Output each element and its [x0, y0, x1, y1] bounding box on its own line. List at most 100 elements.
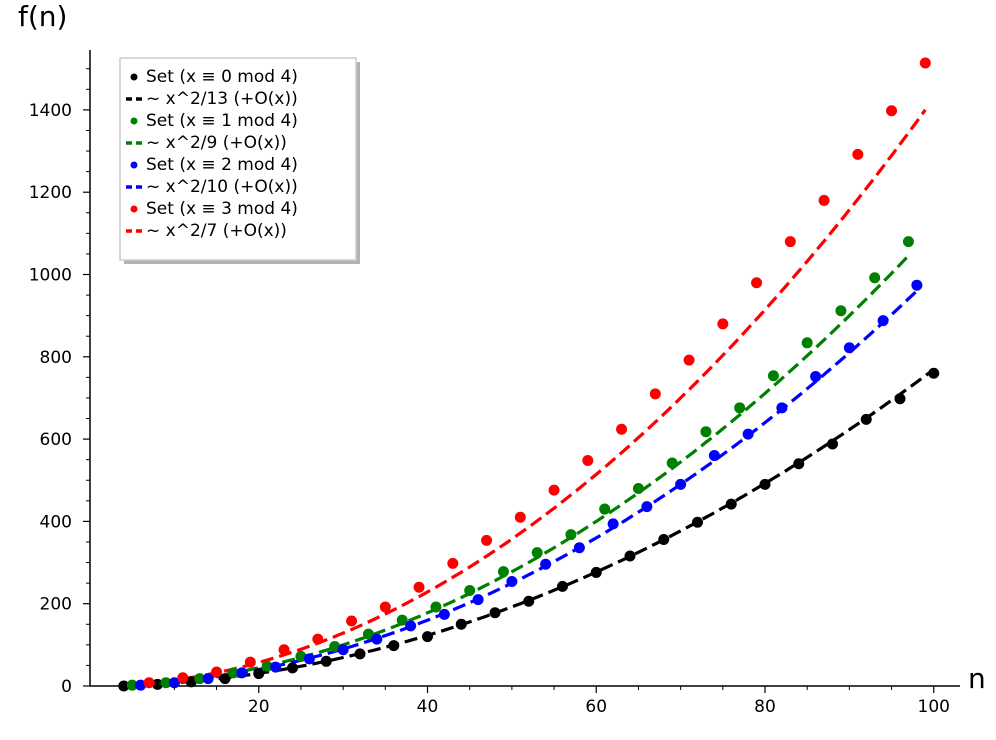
- data-point: [818, 194, 830, 206]
- data-point: [523, 595, 535, 607]
- data-point: [810, 371, 822, 383]
- data-point: [649, 388, 661, 400]
- data-point: [430, 601, 442, 613]
- data-point: [177, 672, 189, 684]
- data-point: [320, 655, 332, 667]
- legend: Set (x ≡ 0 mod 4)~ x^2/13 (+O(x))Set (x …: [119, 57, 360, 264]
- data-point: [287, 662, 298, 674]
- data-point: [624, 550, 636, 562]
- legend-label: Set (x ≡ 3 mod 4): [146, 199, 298, 219]
- y-axis-label: f(n): [18, 0, 67, 33]
- y-tick-label: 800: [40, 348, 72, 368]
- data-point: [886, 105, 898, 117]
- legend-box: [119, 57, 357, 261]
- data-point: [725, 498, 737, 510]
- data-point: [455, 618, 467, 630]
- legend-marker: [130, 73, 138, 81]
- x-tick-label: 40: [417, 697, 439, 717]
- data-point: [894, 393, 906, 405]
- data-point: [784, 236, 796, 248]
- data-point: [902, 236, 914, 248]
- y-tick-label: 400: [40, 512, 72, 532]
- data-point: [135, 679, 147, 691]
- data-point: [422, 631, 433, 643]
- series-line: [132, 254, 910, 687]
- legend-label: ~ x^2/7 (+O(x)): [146, 221, 287, 241]
- data-point: [126, 679, 138, 691]
- data-point: [185, 676, 197, 688]
- data-point: [759, 478, 771, 490]
- data-point: [506, 575, 518, 587]
- data-point: [489, 607, 501, 619]
- legend-marker: [130, 161, 138, 169]
- legend-label: Set (x ≡ 0 mod 4): [146, 67, 298, 87]
- x-tick-label: 20: [248, 697, 270, 717]
- data-point: [692, 516, 703, 528]
- data-point: [413, 581, 425, 593]
- data-point: [346, 615, 358, 627]
- data-point: [911, 279, 923, 291]
- data-point: [616, 423, 628, 435]
- data-point: [565, 529, 577, 541]
- data-point: [497, 566, 509, 578]
- data-point: [700, 426, 712, 438]
- data-point: [152, 678, 163, 690]
- data-point: [632, 482, 644, 494]
- data-point: [919, 57, 931, 69]
- data-point: [573, 542, 585, 554]
- data-point: [776, 402, 788, 414]
- y-tick-label: 1400: [29, 101, 72, 121]
- data-point: [278, 644, 290, 656]
- data-point: [447, 557, 459, 569]
- y-tick-label: 600: [40, 430, 72, 450]
- x-tick-label: 80: [754, 697, 776, 717]
- legend-label: ~ x^2/13 (+O(x)): [146, 89, 298, 109]
- data-point: [548, 484, 560, 496]
- data-point: [168, 677, 180, 689]
- legend-marker: [130, 117, 138, 125]
- data-point: [658, 534, 670, 546]
- data-point: [219, 673, 231, 685]
- data-point: [379, 601, 391, 613]
- x-tick-label: 100: [918, 697, 950, 717]
- series-line: [123, 368, 935, 688]
- data-point: [860, 413, 872, 425]
- data-point: [438, 608, 450, 620]
- data-point: [337, 644, 349, 656]
- data-point: [607, 518, 619, 530]
- data-point: [751, 277, 763, 289]
- data-point: [852, 148, 864, 160]
- data-point: [312, 633, 324, 645]
- data-point: [244, 656, 256, 668]
- data-point: [160, 677, 172, 689]
- data-point: [557, 580, 568, 592]
- data-point: [599, 503, 611, 515]
- data-point: [329, 640, 341, 652]
- y-tick-label: 0: [61, 677, 72, 697]
- data-point: [388, 640, 400, 652]
- data-point: [295, 650, 307, 662]
- data-point: [354, 648, 366, 660]
- legend-marker: [130, 205, 138, 213]
- data-point: [236, 667, 248, 679]
- data-point: [843, 342, 855, 354]
- legend-label: Set (x ≡ 1 mod 4): [146, 111, 298, 131]
- data-point: [143, 677, 155, 689]
- data-point: [514, 511, 526, 523]
- data-point: [270, 661, 282, 673]
- data-point: [582, 454, 594, 466]
- y-tick-label: 1000: [29, 266, 72, 286]
- legend-label: ~ x^2/10 (+O(x)): [146, 177, 298, 197]
- data-point: [793, 458, 805, 470]
- data-point: [827, 438, 838, 450]
- data-point: [767, 370, 779, 382]
- x-axis-label: n: [968, 662, 986, 695]
- series-line: [148, 108, 927, 685]
- data-point: [362, 628, 374, 640]
- data-point: [194, 673, 206, 685]
- legend-label: Set (x ≡ 2 mod 4): [146, 155, 298, 175]
- series-line: [140, 289, 919, 687]
- data-point: [531, 547, 543, 559]
